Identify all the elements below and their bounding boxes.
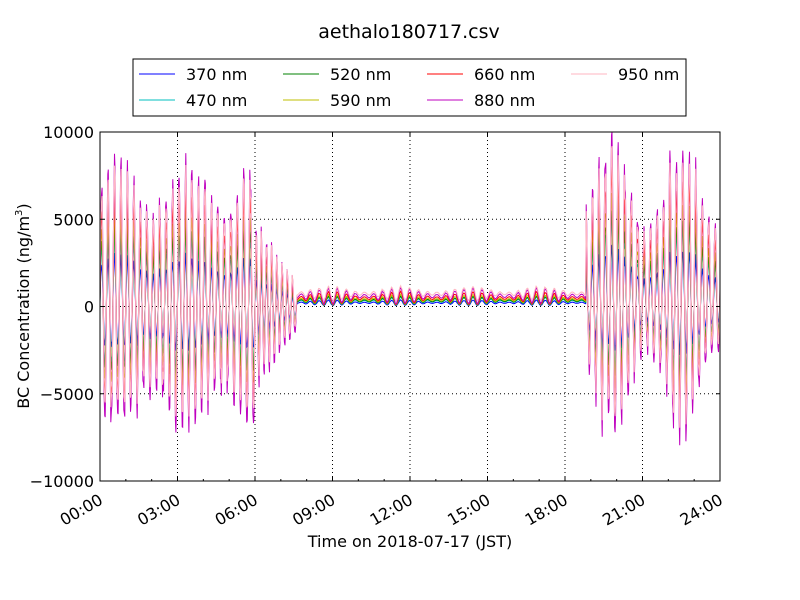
legend: 370 nm 470 nm 520 nm 590 nm 660 nm 880 nm 950 … bbox=[132, 58, 687, 117]
legend-label: 470 nm bbox=[186, 91, 247, 110]
legend-label: 660 nm bbox=[474, 65, 535, 84]
legend-label: 880 nm bbox=[474, 91, 535, 110]
series-lines bbox=[99, 132, 721, 446]
y-axis-label-main: BC Concentration (ng/m bbox=[14, 216, 33, 409]
plot-area bbox=[99, 131, 721, 482]
y-axis-label-sup: 3 bbox=[14, 210, 25, 216]
legend-label: 590 nm bbox=[330, 91, 391, 110]
x-axis-label: Time on 2018-07-17 (JST) bbox=[307, 532, 512, 551]
legend-label: 370 nm bbox=[186, 65, 247, 84]
y-axis-label-close: ) bbox=[14, 203, 33, 209]
legend-frame bbox=[132, 58, 687, 117]
y-tick-label: −5000 bbox=[40, 385, 94, 404]
y-tick-label: 5000 bbox=[53, 210, 94, 229]
y-tick-label: 0 bbox=[84, 298, 94, 317]
y-axis-label: BC Concentration (ng/m3) bbox=[14, 203, 33, 408]
series-line-950-nm bbox=[99, 145, 721, 428]
y-tick-label: −10000 bbox=[30, 472, 94, 491]
legend-label: 520 nm bbox=[330, 65, 391, 84]
chart-title: aethalo180717.csv bbox=[318, 21, 500, 43]
axis-ticks bbox=[99, 131, 721, 482]
legend-label: 950 nm bbox=[618, 65, 679, 84]
y-tick-label: 10000 bbox=[43, 123, 94, 142]
